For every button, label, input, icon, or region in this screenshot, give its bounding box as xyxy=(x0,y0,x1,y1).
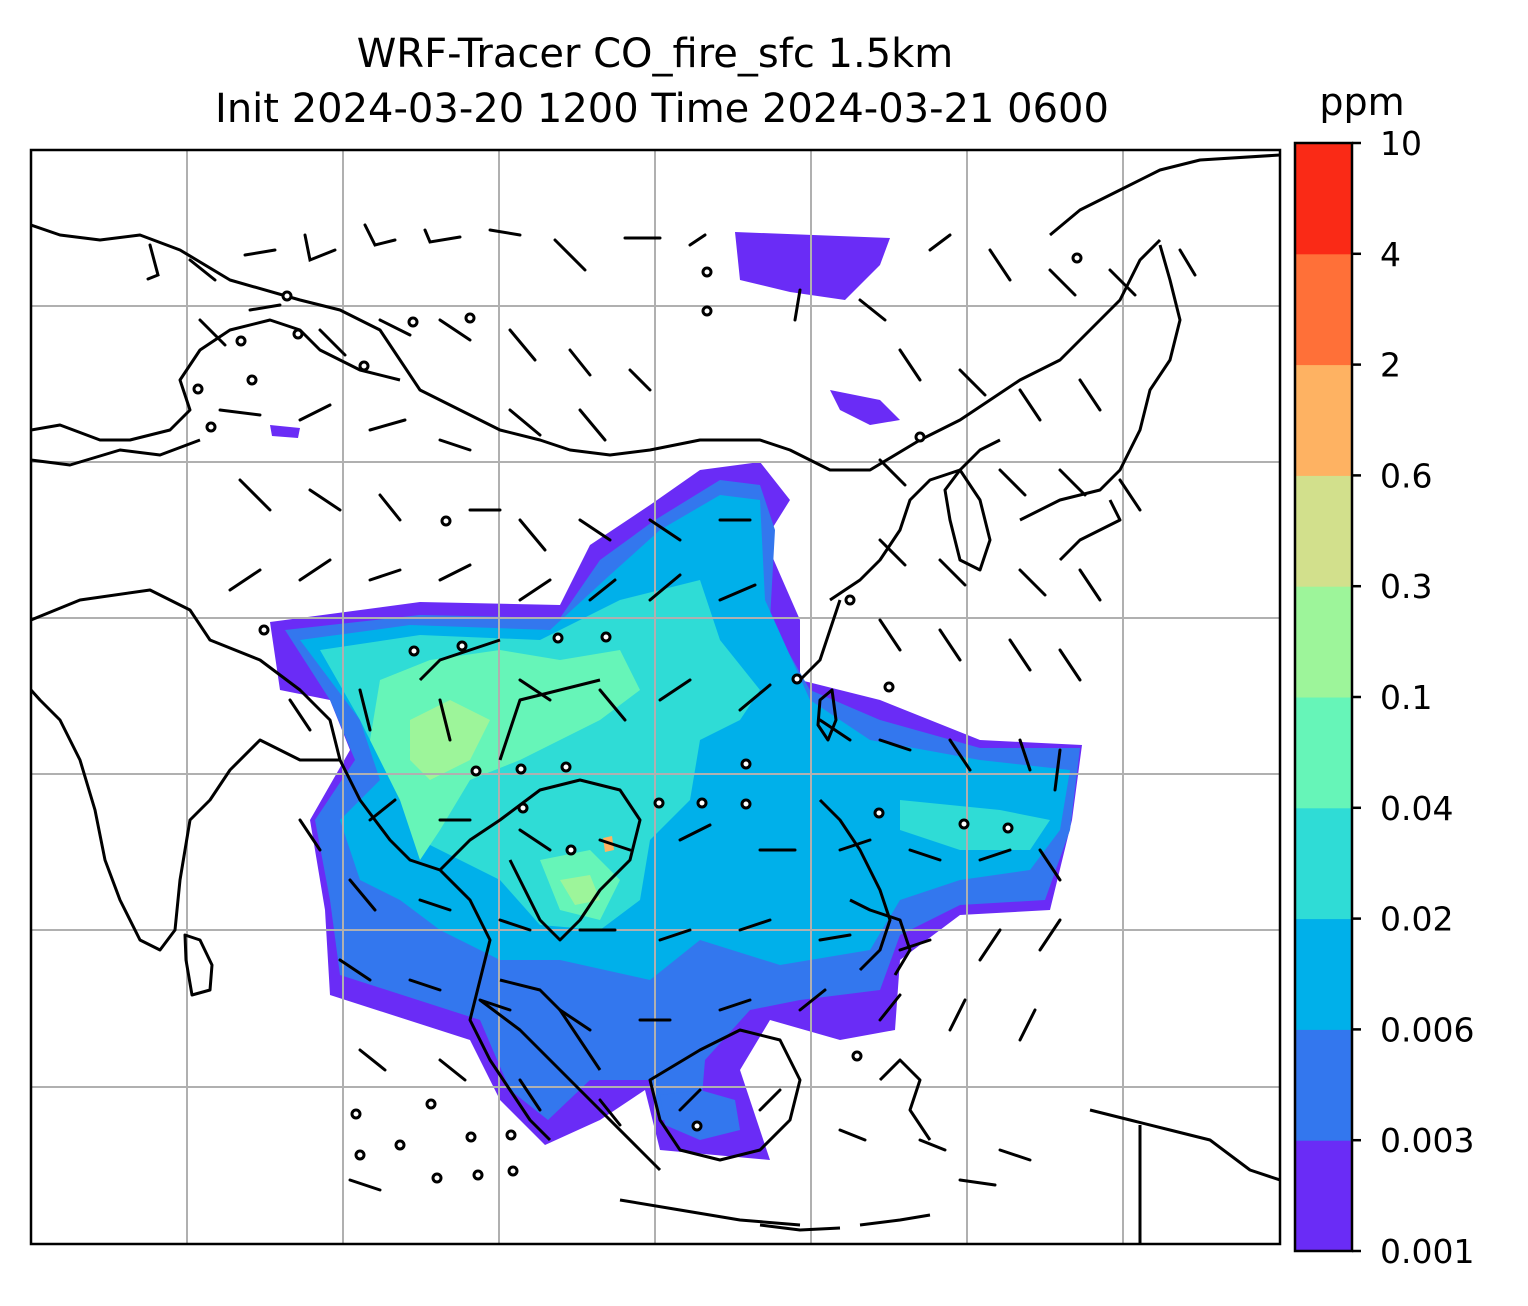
colorbar-swatch-8 xyxy=(1295,253,1352,366)
colorbar-swatch-4 xyxy=(1295,697,1352,809)
colorbar-tick-label: 0.3 xyxy=(1380,567,1432,606)
wind-barbs xyxy=(146,223,1197,1192)
colorbar-swatch-3 xyxy=(1295,807,1352,920)
colorbar-swatch-1 xyxy=(1295,1029,1352,1141)
colorbar-tick-label: 0.02 xyxy=(1380,900,1453,939)
coastlines xyxy=(31,153,1280,1244)
colorbar-tick-label: 0.003 xyxy=(1380,1121,1474,1160)
colorbar-swatch-7 xyxy=(1295,364,1352,476)
colorbar-swatch-6 xyxy=(1295,475,1352,587)
co-concentration-field xyxy=(270,232,1082,1160)
map-panel xyxy=(29,148,1282,1246)
map-frame xyxy=(29,148,1282,1246)
colorbar-tick-label: 0.001 xyxy=(1380,1232,1474,1271)
colorbar-swatch-2 xyxy=(1295,918,1352,1030)
colorbar-swatches xyxy=(1295,143,1352,1252)
gridlines xyxy=(31,150,1280,1244)
colorbar-tick-label: 0.04 xyxy=(1380,789,1453,828)
colorbar-ticks: 0.001 0.003 0.006 0.02 0.04 0.1 0.3 0.6 2 4 10 xyxy=(1352,124,1474,1271)
colorbar-tick-label: 0.6 xyxy=(1380,456,1432,495)
colorbar-unit-label: ppm xyxy=(1319,80,1404,124)
colorbar: 0.001 0.003 0.006 0.02 0.04 0.1 0.3 0.6 2 4 10 ppm xyxy=(1293,80,1474,1271)
colorbar-tick-label: 2 xyxy=(1380,346,1401,385)
colorbar-swatch-0 xyxy=(1295,1140,1352,1252)
title-line-2: Init 2024-03-20 1200 Time 2024-03-21 060… xyxy=(215,86,1109,132)
co-field-patch-north xyxy=(270,390,900,438)
colorbar-swatch-9 xyxy=(1295,143,1352,255)
colorbar-tick-label: 0.006 xyxy=(1380,1010,1474,1049)
colorbar-tick-label: 10 xyxy=(1380,124,1422,163)
calm-wind-circles xyxy=(192,252,1083,1184)
colorbar-swatch-5 xyxy=(1295,586,1352,698)
title-line-1: WRF-Tracer CO_fire_sfc 1.5km xyxy=(357,31,954,77)
co-field-level-6 xyxy=(410,700,600,905)
colorbar-tick-label: 0.1 xyxy=(1380,678,1432,717)
co-field-patch-borneo xyxy=(660,1090,740,1140)
colorbar-tick-label: 4 xyxy=(1380,235,1401,274)
